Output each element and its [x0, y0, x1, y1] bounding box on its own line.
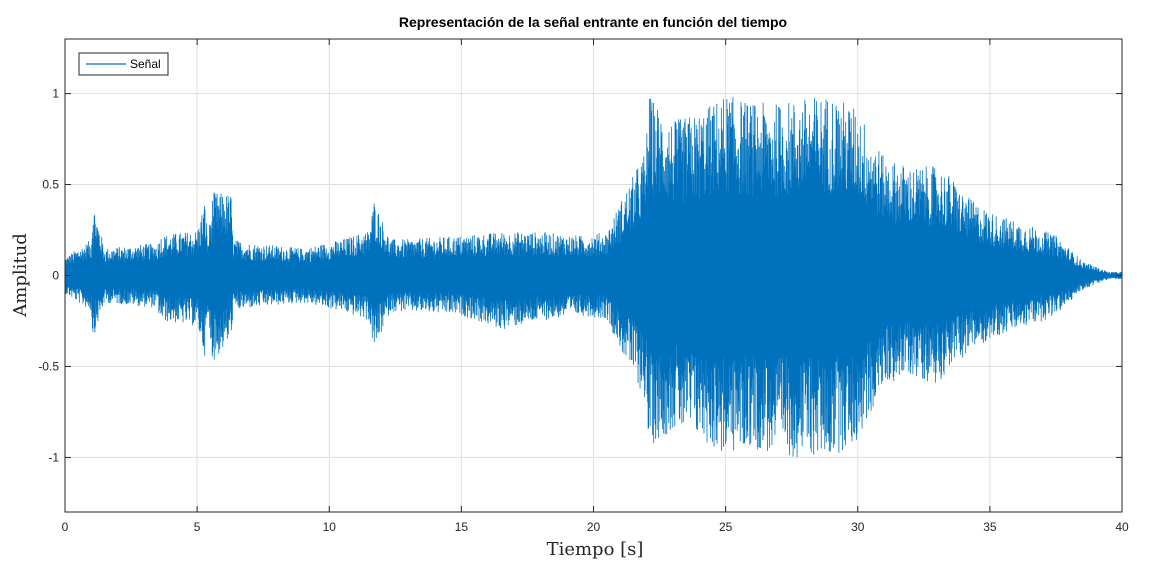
y-tick-label: 0.5: [42, 178, 59, 192]
legend: Señal: [78, 52, 169, 76]
x-tick-label: 10: [323, 520, 337, 534]
ticks: 0 5 10 15 20 25 30 35 40 -1 -0.5 0 0.5 1: [38, 39, 1129, 534]
y-tick-label: 0: [52, 269, 59, 283]
series-line-senal: [65, 96, 1122, 457]
x-tick-label: 20: [587, 520, 601, 534]
x-tick-label: 15: [455, 520, 469, 534]
x-tick-label: 40: [1115, 520, 1129, 534]
y-tick-label: -1: [48, 450, 59, 464]
x-tick-label: 0: [62, 520, 69, 534]
chart-title: Representación de la señal entrante en f…: [399, 14, 787, 30]
x-tick-label: 30: [851, 520, 865, 534]
y-tick-label: -0.5: [38, 359, 59, 373]
x-tick-label: 25: [719, 520, 733, 534]
x-tick-label: 35: [983, 520, 997, 534]
y-tick-label: 1: [52, 87, 59, 101]
x-axis-label: Tiempo [s]: [547, 539, 644, 560]
series-group: [65, 96, 1122, 457]
y-axis-label: Amplitud: [10, 233, 31, 317]
x-tick-label: 5: [194, 520, 201, 534]
legend-label: Señal: [130, 57, 161, 71]
